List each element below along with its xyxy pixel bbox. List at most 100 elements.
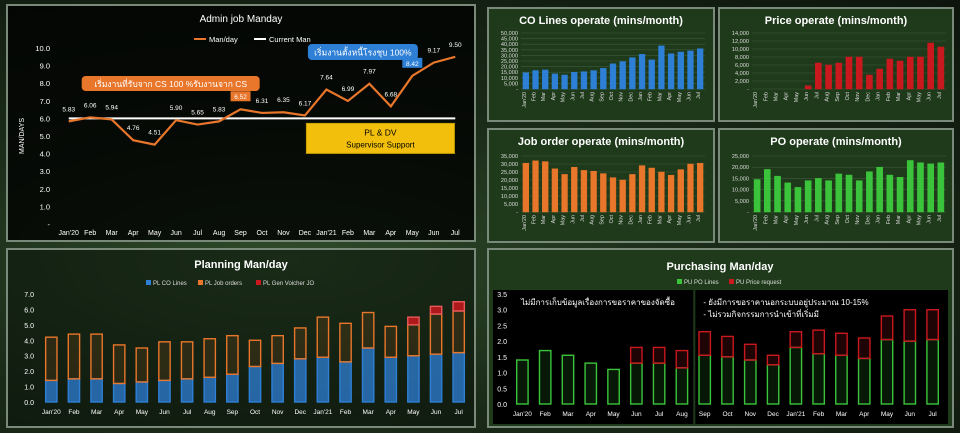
x-tick-label: Jun xyxy=(804,215,810,224)
x-tick-label: Nov xyxy=(277,230,290,237)
x-tick-label: Dec xyxy=(865,92,871,102)
x-tick-label: Apr xyxy=(551,92,557,101)
bar xyxy=(667,53,675,90)
bar-segment xyxy=(857,357,871,405)
bar-segment xyxy=(226,373,239,403)
x-tick-label: Jul xyxy=(451,230,460,237)
x-tick-label: Sep xyxy=(234,230,247,237)
x-tick-label: Feb xyxy=(540,411,552,418)
x-tick-label: Apr xyxy=(551,215,557,224)
x-tick-label: Jan xyxy=(876,92,882,101)
planning-manday-panel: Planning Man/day PL CO Lines PL Job orders… xyxy=(6,248,476,428)
bar-segment xyxy=(44,379,58,403)
bar xyxy=(794,187,802,213)
x-tick-label: Jan xyxy=(876,215,882,224)
x-tick-label: Dec xyxy=(294,409,306,416)
y-tick-label: 0.5 xyxy=(497,386,507,393)
x-tick-label: Jun xyxy=(570,215,576,224)
bar-segment xyxy=(789,346,803,405)
y-tick-label: - xyxy=(747,210,749,216)
series-line-manday xyxy=(68,55,456,146)
bar-segment xyxy=(316,356,330,403)
x-tick-label: Oct xyxy=(845,92,851,101)
y-tick-label: 35,000 xyxy=(501,154,518,160)
note-text: - ไม่รวมกิจกรรมการนำเข้าที่เริ่มมี xyxy=(703,308,819,319)
x-tick-label: Apr xyxy=(784,215,790,224)
y-tick-label: 10.0 xyxy=(35,44,50,53)
x-tick-label: Jul xyxy=(937,215,943,222)
bar xyxy=(609,63,617,90)
x-tick-label: Dec xyxy=(865,215,871,225)
y-tick-label: 4.0 xyxy=(40,150,50,159)
x-tick-label: Sep xyxy=(599,92,605,102)
y-axis-label: MAN/DAYS xyxy=(19,118,26,154)
admin-manday-panel: Admin job Manday Man/day Current Man MAN/DA… xyxy=(6,4,476,242)
bar-segment xyxy=(880,338,894,405)
data-label: 7.64 xyxy=(320,75,333,82)
x-tick-label: Feb xyxy=(813,411,825,418)
x-tick-label: Jan'20 xyxy=(522,92,528,108)
x-tick-label: Jan'20 xyxy=(513,411,532,418)
bar xyxy=(886,58,894,90)
x-tick-label: Jul xyxy=(580,92,586,99)
bar-segment xyxy=(271,362,284,403)
bar-segment xyxy=(90,333,103,380)
bar-segment xyxy=(452,351,466,403)
bar xyxy=(784,182,792,213)
x-tick-label: Dec xyxy=(299,230,312,237)
y-tick-label: 1.5 xyxy=(497,355,507,362)
bar xyxy=(845,56,853,90)
bar xyxy=(927,163,934,213)
bar-segment xyxy=(180,378,194,403)
legend-label: PU Price request xyxy=(736,280,782,286)
y-tick-label: 2,000 xyxy=(735,79,749,85)
legend-swatch xyxy=(729,279,734,284)
y-tick-label: 3.0 xyxy=(40,167,50,176)
x-tick-label: Apr xyxy=(667,215,673,224)
annotation-plating-text: เริ่มงานตั้งหนี้โรงชุบ 100% xyxy=(314,47,412,59)
bar-segment xyxy=(135,381,149,403)
bar xyxy=(542,69,549,90)
bar-segment xyxy=(857,337,871,360)
legend-label: PU PO Lines xyxy=(684,280,719,286)
bar xyxy=(855,180,863,213)
bar xyxy=(886,174,894,213)
bar-segment xyxy=(721,356,734,405)
y-tick-label: 3.5 xyxy=(497,292,507,299)
bar xyxy=(532,70,539,90)
legend-swatch xyxy=(677,279,682,284)
x-tick-label: Jul xyxy=(455,409,464,416)
bar-segment xyxy=(743,343,757,361)
chart-title: Job order operate (mins/month) xyxy=(518,136,685,148)
bar xyxy=(697,162,704,213)
bar-segment xyxy=(926,309,940,341)
x-tick-label: Aug xyxy=(213,230,226,237)
y-tick-label: 25,000 xyxy=(732,154,749,160)
data-label: 6.99 xyxy=(342,86,355,93)
bar-segment xyxy=(248,339,262,368)
x-tick-label: Apr xyxy=(385,230,397,237)
y-tick-label: 12,000 xyxy=(732,39,749,45)
bar xyxy=(542,161,549,213)
x-tick-label: Nov xyxy=(855,215,861,225)
bar-segment xyxy=(361,347,375,403)
x-tick-label: Jul xyxy=(814,92,820,99)
x-tick-label: Mar xyxy=(657,215,663,224)
bar-segment xyxy=(67,378,81,403)
price-operate-panel: Price operate (mins/month) 14,000 12,000 10… xyxy=(718,7,954,122)
x-tick-label: Feb xyxy=(532,92,538,101)
x-tick-label: Jul xyxy=(696,215,702,222)
y-tick-label: 3.0 xyxy=(497,308,507,315)
bar xyxy=(638,54,646,90)
x-tick-label: Sep xyxy=(835,215,841,225)
price-operate-chart: Price operate (mins/month) 14,000 12,000 10… xyxy=(732,15,946,108)
y-tick-label: 1.0 xyxy=(40,202,50,211)
bar-segment xyxy=(429,353,443,403)
bar xyxy=(580,170,588,213)
bar xyxy=(687,163,694,213)
legend-label: PL CO Lines xyxy=(153,281,187,287)
bar-segment xyxy=(384,356,398,403)
data-label: 6.68 xyxy=(385,91,398,98)
bar xyxy=(522,162,529,213)
bar-segment xyxy=(607,368,620,405)
